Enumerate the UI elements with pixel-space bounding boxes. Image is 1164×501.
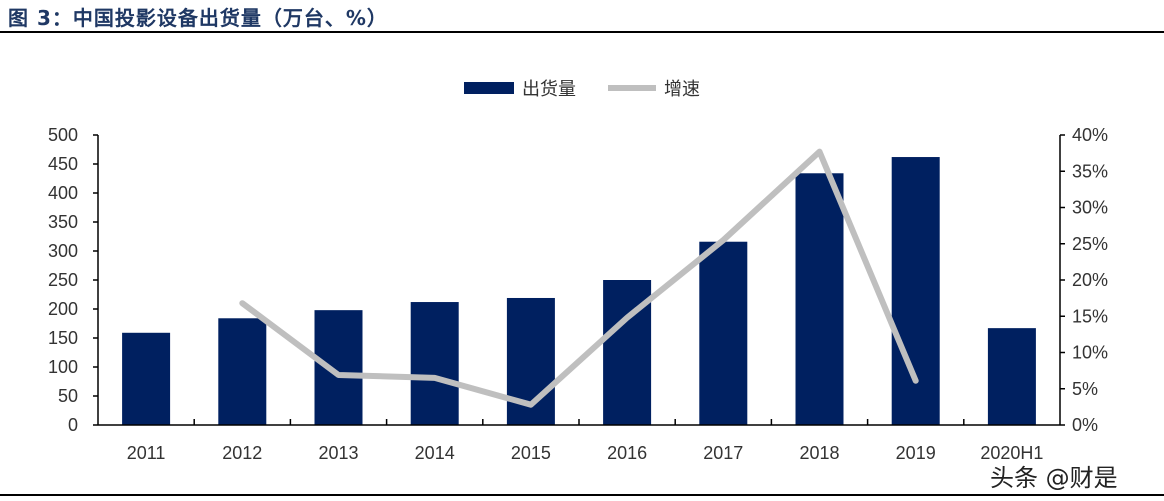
right-tick-label: 0% (1072, 415, 1098, 435)
legend-label-bar: 出货量 (522, 79, 576, 100)
left-tick-label: 350 (48, 212, 78, 232)
left-tick-label: 150 (48, 328, 78, 348)
bar-2020H1 (987, 328, 1036, 425)
x-tick-label: 2019 (896, 443, 936, 463)
bar-2013 (314, 310, 363, 425)
legend-swatch-bar (464, 82, 514, 94)
bar-2019 (891, 157, 940, 426)
left-tick-label: 250 (48, 270, 78, 290)
bar-2014 (410, 302, 459, 425)
right-tick-label: 10% (1072, 343, 1108, 363)
right-tick-label: 15% (1072, 306, 1108, 326)
bar-2011 (122, 332, 171, 425)
x-tick-label: 2016 (607, 443, 647, 463)
top-rule (0, 31, 1164, 33)
x-tick-label: 2015 (511, 443, 551, 463)
right-tick-label: 35% (1072, 161, 1108, 181)
bar-2017 (699, 241, 748, 425)
left-tick-label: 400 (48, 183, 78, 203)
right-tick-label: 20% (1072, 270, 1108, 290)
watermark: 头条 @财是 (990, 464, 1118, 492)
bar-2012 (218, 318, 267, 425)
left-tick-label: 300 (48, 241, 78, 261)
growth-line (239, 148, 919, 408)
bar-2018 (795, 173, 844, 425)
left-tick-label: 200 (48, 299, 78, 319)
x-tick-label: 2017 (703, 443, 743, 463)
right-tick-label: 5% (1072, 379, 1098, 399)
left-tick-label: 100 (48, 357, 78, 377)
left-tick-label: 450 (48, 154, 78, 174)
figure-title: 图 3：中国投影设备出货量（万台、%） (8, 6, 388, 30)
bottom-rule (0, 494, 1164, 496)
legend-label-line: 增速 (664, 79, 700, 100)
left-tick-label: 0 (68, 415, 78, 435)
right-tick-label: 40% (1072, 125, 1108, 145)
x-tick-label: 2014 (415, 443, 455, 463)
x-tick-label: 2013 (318, 443, 358, 463)
x-tick-label: 2012 (222, 443, 262, 463)
left-tick-label: 500 (48, 125, 78, 145)
right-tick-label: 30% (1072, 198, 1108, 218)
x-tick-label: 2011 (127, 443, 166, 463)
left-tick-label: 50 (58, 386, 78, 406)
right-tick-label: 25% (1072, 234, 1108, 254)
x-tick-label: 2020H1 (980, 443, 1043, 463)
x-tick-label: 2018 (799, 443, 839, 463)
